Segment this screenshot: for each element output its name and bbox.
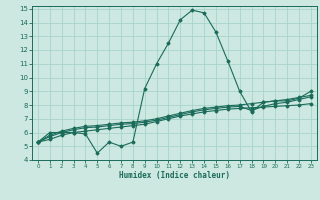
X-axis label: Humidex (Indice chaleur): Humidex (Indice chaleur) <box>119 171 230 180</box>
